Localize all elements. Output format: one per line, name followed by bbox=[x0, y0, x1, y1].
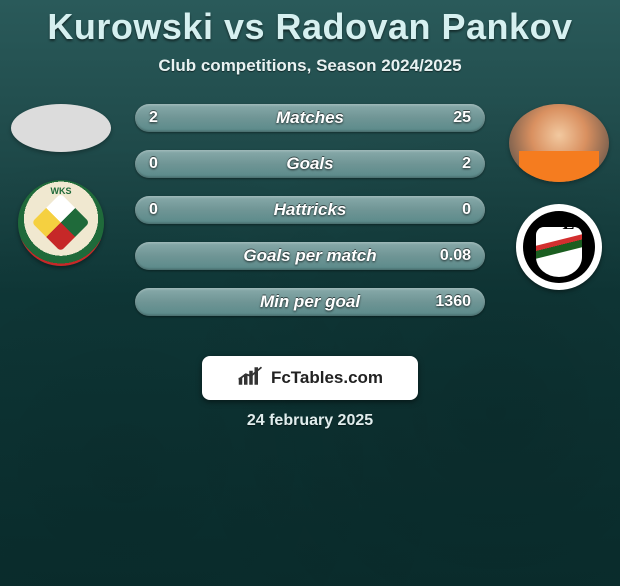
stat-right-value: 0.08 bbox=[440, 247, 471, 265]
comparison-panel: L 2 Matches 25 0 Goals 2 0 Hattricks 0 G… bbox=[0, 104, 620, 364]
footer-brand-badge[interactable]: FcTables.com bbox=[202, 356, 418, 400]
stat-left-value: 2 bbox=[149, 109, 158, 127]
stat-row: Goals per match 0.08 bbox=[135, 242, 485, 270]
stat-row: 2 Matches 25 bbox=[135, 104, 485, 132]
stat-row: 0 Goals 2 bbox=[135, 150, 485, 178]
right-player-column: L bbox=[504, 104, 614, 290]
stat-right-value: 25 bbox=[453, 109, 471, 127]
stat-label: Goals per match bbox=[243, 246, 376, 266]
page-subtitle: Club competitions, Season 2024/2025 bbox=[0, 56, 620, 76]
stat-label: Matches bbox=[276, 108, 344, 128]
page-title: Kurowski vs Radovan Pankov bbox=[0, 6, 620, 48]
stat-right-value: 0 bbox=[462, 201, 471, 219]
left-club-crest bbox=[18, 180, 104, 266]
left-player-column bbox=[6, 104, 116, 266]
stat-label: Goals bbox=[286, 154, 333, 174]
right-club-crest: L bbox=[516, 204, 602, 290]
stat-label: Min per goal bbox=[260, 292, 360, 312]
right-player-photo bbox=[509, 104, 609, 182]
stat-bars: 2 Matches 25 0 Goals 2 0 Hattricks 0 Goa… bbox=[135, 104, 485, 316]
stat-right-value: 2 bbox=[462, 155, 471, 173]
footer-brand-text: FcTables.com bbox=[271, 368, 383, 388]
stat-row: Min per goal 1360 bbox=[135, 288, 485, 316]
stat-row: 0 Hattricks 0 bbox=[135, 196, 485, 224]
stat-left-value: 0 bbox=[149, 155, 158, 173]
generation-date: 24 february 2025 bbox=[0, 412, 620, 430]
stat-left-value: 0 bbox=[149, 201, 158, 219]
stat-label: Hattricks bbox=[274, 200, 347, 220]
stat-right-value: 1360 bbox=[435, 293, 471, 311]
chart-icon bbox=[237, 364, 265, 393]
left-player-photo bbox=[11, 104, 111, 152]
